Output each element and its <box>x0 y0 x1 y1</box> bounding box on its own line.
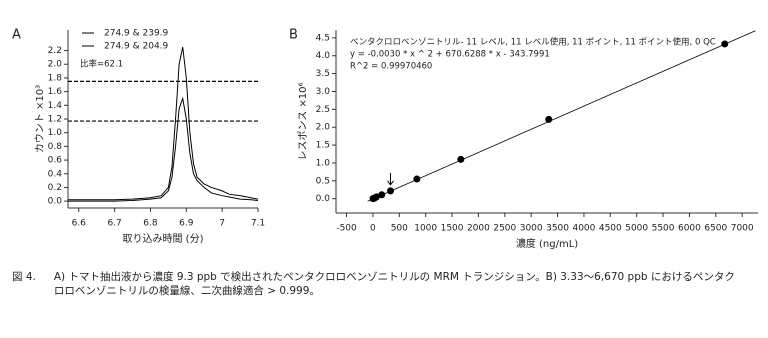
x-tick-label: 2500 <box>493 224 516 234</box>
y-tick-label: 2.2 <box>48 46 62 56</box>
x-tick-label: 0 <box>370 224 376 234</box>
y-tick-label: 3.5 <box>316 69 330 79</box>
x-tick-label: 3500 <box>546 224 569 234</box>
x-tick-label: -500 <box>336 224 357 234</box>
annotation: 比率=62.1 <box>80 59 123 70</box>
y-tick-label: 2.0 <box>48 60 63 70</box>
y-tick-label: 1.5 <box>316 141 330 151</box>
y-tick-label: 0.8 <box>48 142 63 152</box>
y-tick-label: 1.0 <box>316 158 331 168</box>
y-tick-label: 0.5 <box>316 176 330 186</box>
x-tick-label: 3000 <box>520 224 543 234</box>
y-tick-label: 3.0 <box>316 87 331 97</box>
y-tick-label: 0.0 <box>48 197 63 207</box>
x-tick-label: 4500 <box>599 224 622 234</box>
legend-label: 274.9 & 239.9 <box>104 29 169 39</box>
x-tick-label: 6.9 <box>179 219 194 229</box>
data-point <box>545 115 553 123</box>
y-tick-label: 0.6 <box>48 156 63 166</box>
panel-label: B <box>289 28 298 43</box>
x-axis-label: 濃度 (ng/mL) <box>516 237 578 250</box>
x-tick-label: 6.6 <box>72 219 87 229</box>
x-tick-label: 500 <box>391 224 408 234</box>
x-tick-label: 7.1 <box>251 219 265 229</box>
y-tick-label: 4.5 <box>316 33 330 43</box>
x-tick-label: 1000 <box>414 224 437 234</box>
fit-line <box>367 30 756 202</box>
x-tick-label: 5000 <box>625 224 648 234</box>
y-tick-label: 1.6 <box>48 87 63 97</box>
series-line <box>68 96 259 202</box>
arrow <box>387 172 394 186</box>
y-tick-label: 0.2 <box>48 183 62 193</box>
panel-label: A <box>12 28 21 43</box>
y-tick-label: 1.8 <box>48 73 63 83</box>
x-tick-label: 7 <box>219 219 225 229</box>
x-tick-label: 6000 <box>678 224 701 234</box>
caption-label: 図 4. <box>12 271 36 283</box>
annotation: y = -0.0030 * x ^ 2 + 670.6288 * x - 343… <box>350 50 550 60</box>
x-tick-label: 6500 <box>704 224 727 234</box>
y-tick-label: 2.0 <box>316 123 331 133</box>
data-point <box>721 40 729 48</box>
series-line <box>68 47 259 201</box>
x-tick-label: 7000 <box>731 224 754 234</box>
charts: A 0.0 0.2 0.4 0.6 0.8 1.0 1.2 1.4 1.6 1.8 2.0 2.2 6.6… <box>12 28 758 250</box>
annotation: ベンタクロロベンゾニトリル- 11 レベル, 11 レベル使用, 11 ポイント… <box>350 37 716 48</box>
annotation: R^2 = 0.99970460 <box>350 62 432 72</box>
y-tick-label: 1.4 <box>48 101 63 111</box>
caption-text: A) トマト抽出液から濃度 9.3 ppb で検出されたペンタクロロベンゾニトリ… <box>53 271 735 297</box>
data-point <box>386 187 394 195</box>
y-tick-label: 0.0 <box>316 194 331 204</box>
legend-label: 274.9 & 204.9 <box>104 42 169 52</box>
y-axis-label: カウント ×10³ <box>34 85 46 153</box>
data-point <box>413 175 421 183</box>
x-tick-label: 2000 <box>467 224 490 234</box>
y-tick-label: 1.0 <box>48 128 63 138</box>
caption: 図 4. A) トマト抽出液から濃度 9.3 ppb で検出されたペンタクロロベ… <box>12 270 752 298</box>
y-axis-label: レスポンス ×10⁶ <box>297 82 309 160</box>
data-point <box>372 193 380 201</box>
data-point <box>457 155 465 163</box>
data-point <box>378 191 386 199</box>
y-tick-label: 2.5 <box>316 105 330 115</box>
x-tick-label: 6.8 <box>143 219 158 229</box>
x-tick-label: 6.7 <box>107 219 121 229</box>
y-tick-label: 0.4 <box>48 169 63 179</box>
y-tick-label: 4.0 <box>316 51 331 61</box>
y-tick-label: 1.2 <box>48 115 62 125</box>
x-axis-label: 取り込み時間 (分) <box>123 233 204 245</box>
x-tick-label: 5500 <box>652 224 675 234</box>
x-tick-label: 4000 <box>572 224 595 234</box>
x-tick-label: 1500 <box>441 224 464 234</box>
